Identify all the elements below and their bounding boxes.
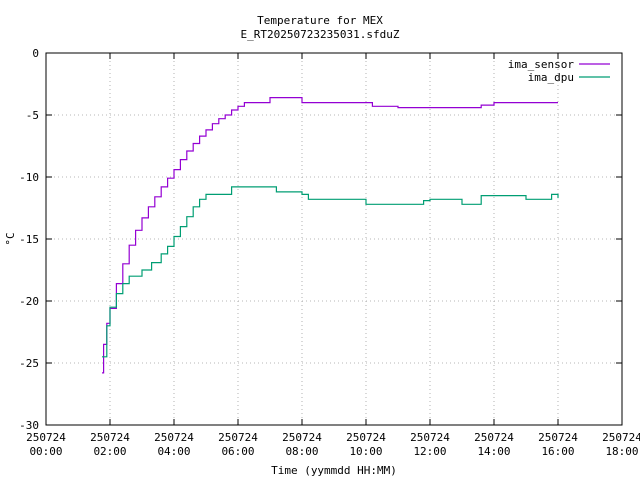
x-tick-label-time: 04:00 — [157, 445, 190, 458]
x-axis: 25072400:0025072402:0025072404:002507240… — [26, 53, 640, 458]
x-tick-label-date: 250724 — [26, 431, 66, 444]
x-tick-label-time: 02:00 — [93, 445, 126, 458]
x-tick-label-date: 250724 — [90, 431, 130, 444]
series-layer — [102, 97, 559, 374]
x-tick-label-date: 250724 — [538, 431, 578, 444]
y-tick-label: -30 — [19, 419, 39, 432]
y-tick-label: -20 — [19, 295, 39, 308]
x-tick-label-date: 250724 — [602, 431, 640, 444]
chart-title: Temperature for MEX — [257, 14, 383, 27]
x-tick-label-date: 250724 — [346, 431, 386, 444]
x-tick-label-time: 00:00 — [29, 445, 62, 458]
grid — [46, 53, 622, 425]
x-tick-label-time: 16:00 — [541, 445, 574, 458]
x-tick-label-time: 18:00 — [605, 445, 638, 458]
y-axis-label: °C — [4, 232, 17, 245]
y-tick-label: -10 — [19, 171, 39, 184]
x-tick-label-date: 250724 — [282, 431, 322, 444]
x-tick-label-date: 250724 — [474, 431, 514, 444]
x-tick-label-time: 12:00 — [413, 445, 446, 458]
chart-subtitle: E_RT20250723235031.sfduZ — [241, 28, 400, 41]
x-tick-label-date: 250724 — [154, 431, 194, 444]
legend-label-ima-sensor: ima_sensor — [508, 58, 575, 71]
series-line-ima-sensor — [102, 97, 558, 374]
x-tick-label-time: 14:00 — [477, 445, 510, 458]
y-tick-label: 0 — [32, 47, 39, 60]
y-tick-label: -5 — [26, 109, 39, 122]
x-tick-label-time: 10:00 — [349, 445, 382, 458]
x-tick-label-time: 06:00 — [221, 445, 254, 458]
x-axis-label: Time (yymmdd HH:MM) — [271, 464, 397, 477]
y-axis: 0 -5 -10 -15 -20 -25 -30 — [19, 47, 622, 432]
x-tick-label-date: 250724 — [410, 431, 450, 444]
legend: ima_sensor ima_dpu — [508, 58, 610, 84]
x-tick-label-time: 08:00 — [285, 445, 318, 458]
legend-label-ima-dpu: ima_dpu — [528, 71, 574, 84]
x-tick-label-date: 250724 — [218, 431, 258, 444]
series-line-ima-dpu — [102, 186, 559, 358]
y-tick-label: -25 — [19, 357, 39, 370]
y-tick-label: -15 — [19, 233, 39, 246]
